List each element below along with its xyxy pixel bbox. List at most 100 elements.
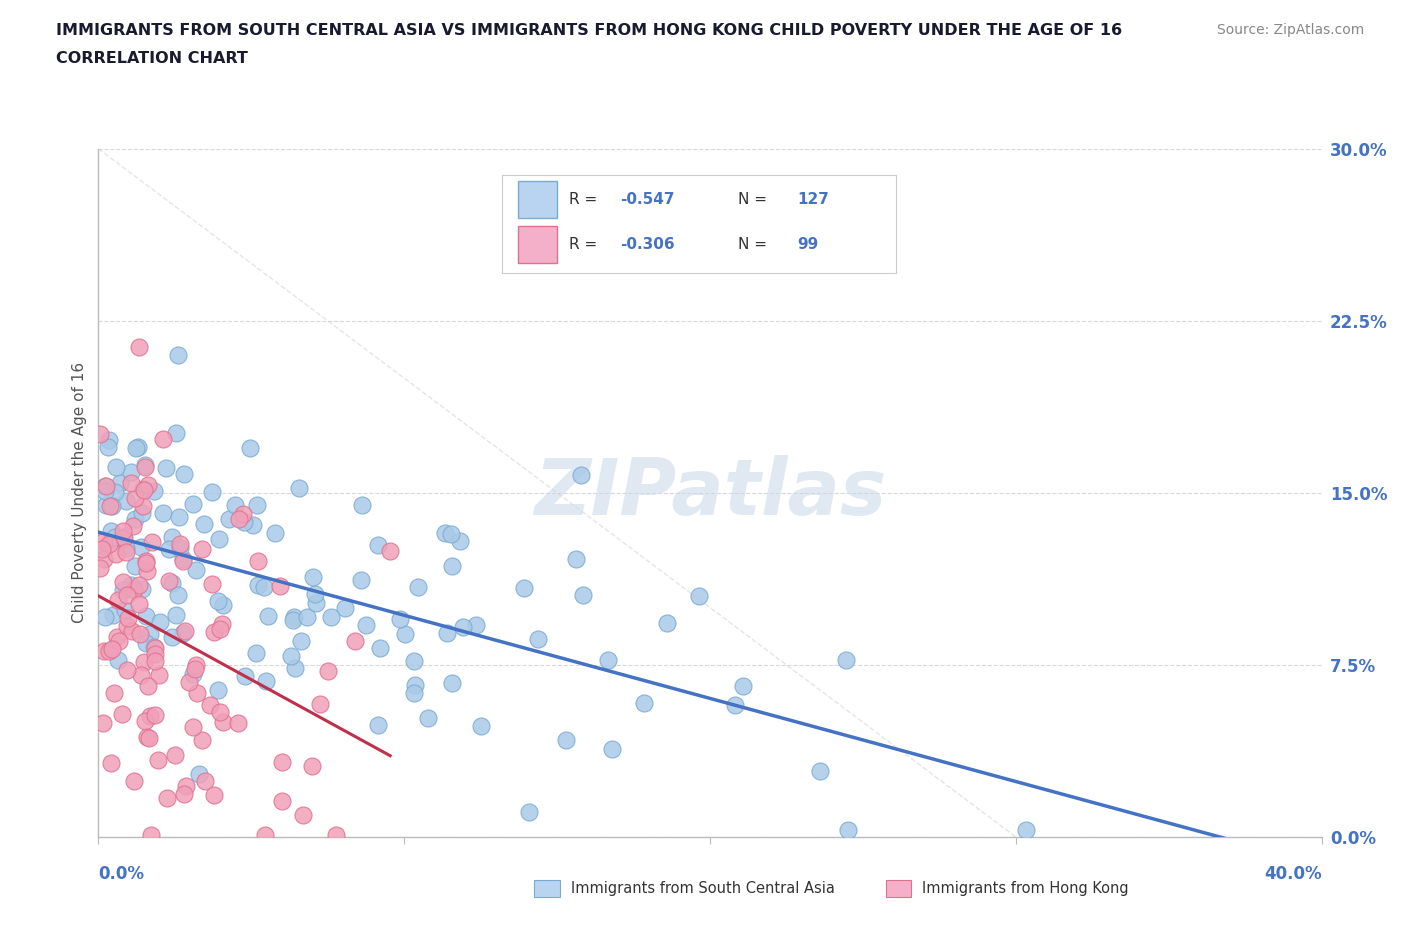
Point [136,478,159,493]
Point [107,652,129,667]
Point [134,655,156,670]
Point [202,624,225,639]
Point [184,658,207,672]
Point [167,510,190,525]
Point [128,340,150,355]
Point [89,560,111,575]
Point [131,505,153,520]
Point [120,464,142,479]
Point [598,652,620,667]
Point [135,608,157,623]
Point [131,540,153,555]
Point [114,540,136,555]
Point [449,534,471,549]
Point [572,588,595,603]
Point [93,479,115,494]
Point [246,553,269,568]
FancyBboxPatch shape [517,226,557,263]
Point [233,515,256,530]
Point [325,828,347,843]
Point [269,579,291,594]
Point [270,754,292,769]
Point [181,496,204,511]
Point [103,685,125,700]
Point [253,579,276,594]
Point [186,685,208,700]
Point [122,582,145,597]
Point [184,662,207,677]
Point [655,616,678,631]
Point [132,483,155,498]
Point [135,563,157,578]
Point [156,790,179,805]
Point [169,540,191,555]
Text: Source: ZipAtlas.com: Source: ZipAtlas.com [1216,23,1364,37]
Point [98,498,121,513]
Point [191,541,214,556]
Point [134,713,156,728]
Point [290,633,312,648]
Point [193,774,215,789]
Point [114,603,136,618]
Point [117,610,139,625]
Point [124,559,146,574]
Point [343,633,366,648]
Point [297,610,319,625]
Point [143,484,166,498]
Point [517,804,540,819]
Point [141,535,163,550]
Point [141,828,163,843]
Point [128,578,150,592]
Point [301,759,323,774]
Point [254,828,277,843]
Point [104,485,127,499]
Point [165,426,187,441]
Text: N =: N = [738,237,772,252]
Point [105,630,128,644]
Point [263,525,285,540]
Point [104,529,127,544]
Point [93,534,115,549]
Point [115,494,138,509]
Point [111,707,134,722]
Point [89,427,111,442]
Point [112,531,135,546]
Point [165,607,187,622]
Point [367,538,389,552]
Point [256,608,278,623]
Point [129,668,152,683]
Point [224,498,246,512]
Point [193,517,215,532]
Point [394,626,416,641]
Point [211,617,233,631]
Point [167,587,190,602]
Point [143,708,166,723]
Point [131,581,153,596]
Point [179,674,201,689]
Point [129,627,152,642]
Point [368,641,391,656]
Point [128,597,150,612]
Point [380,543,402,558]
Point [112,524,135,538]
Point [94,498,117,512]
Point [131,498,153,513]
Point [131,481,153,496]
Point [115,618,138,633]
Point [451,619,474,634]
Point [172,551,194,566]
Point [135,553,157,568]
Point [402,654,425,669]
Point [201,577,224,591]
Point [354,618,377,632]
FancyBboxPatch shape [517,181,557,218]
Point [200,485,222,499]
Point [93,551,115,566]
Point [100,524,122,538]
Point [93,644,115,658]
Point [160,630,183,644]
Point [724,698,747,712]
Point [242,518,264,533]
Point [202,788,225,803]
Point [120,578,142,592]
